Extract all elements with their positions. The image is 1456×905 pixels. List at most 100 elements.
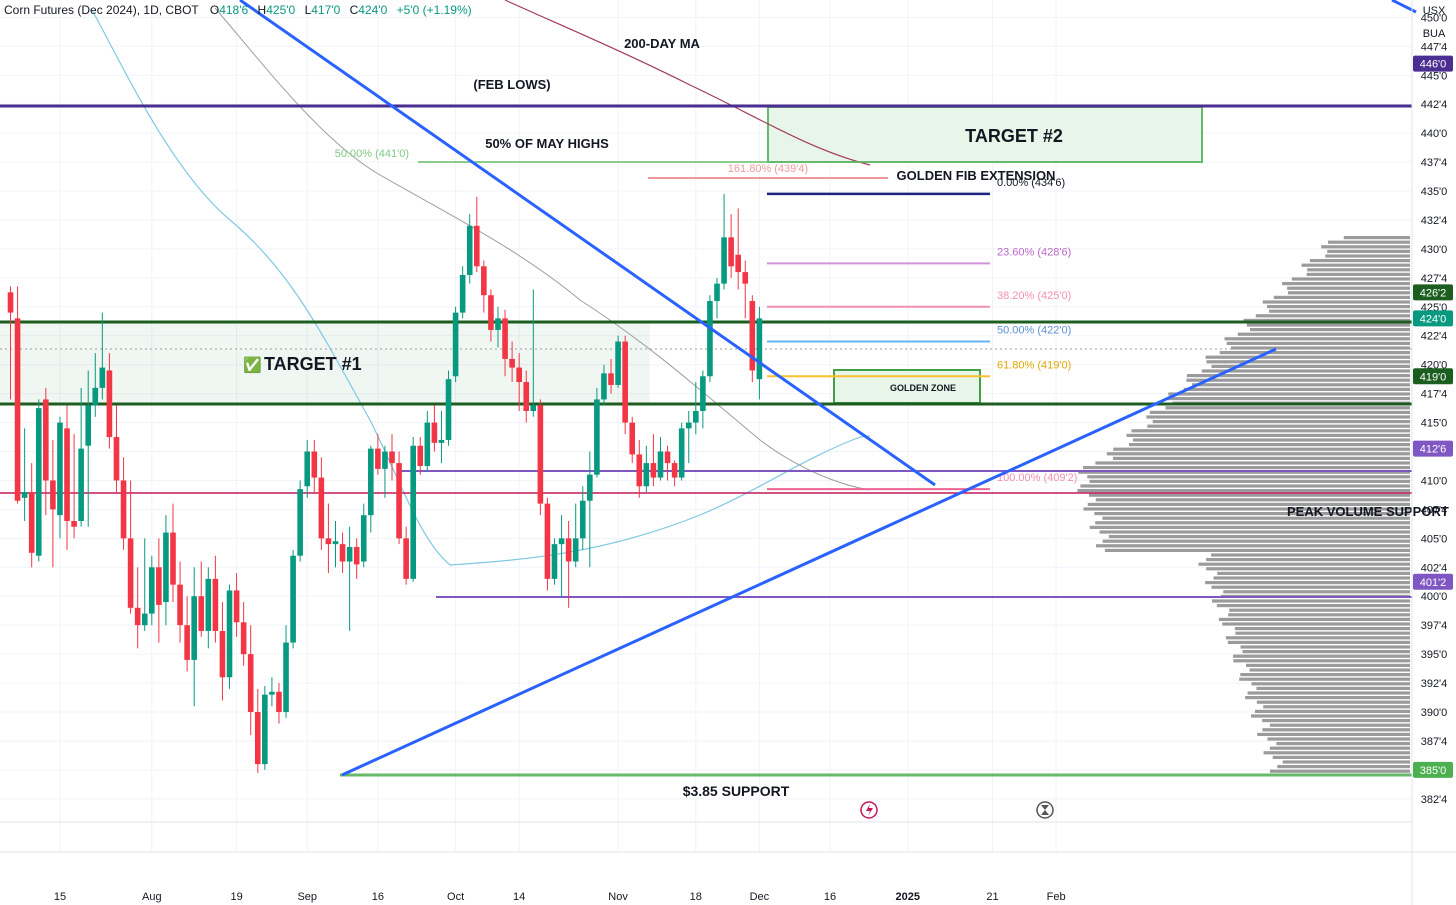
- volume-bar: [1237, 332, 1410, 336]
- candle-body: [615, 341, 621, 385]
- candle-body: [693, 411, 699, 423]
- candle-body: [502, 318, 508, 359]
- dividend-event-icon[interactable]: [860, 801, 878, 819]
- candle-body: [410, 445, 417, 579]
- candle-body: [276, 691, 282, 713]
- volume-bar: [1257, 732, 1410, 736]
- volume-bar: [1206, 558, 1410, 562]
- price-tick-label: 430'0: [1421, 244, 1448, 256]
- candle-body: [325, 538, 332, 545]
- price-tick-label: 440'0: [1421, 128, 1448, 140]
- volume-bar: [1307, 268, 1410, 272]
- candle-body: [297, 489, 303, 556]
- price-tick-label: 387'4: [1421, 736, 1448, 748]
- candle-body: [170, 532, 176, 585]
- volume-bar: [1273, 295, 1410, 299]
- price-scale[interactable]: 450'0 447'4 445'0 442'4 440'0 437'4 435'0 432'4…: [1421, 12, 1448, 805]
- candle-body: [262, 694, 268, 765]
- candle-body: [558, 538, 565, 545]
- time-tick-label: 16: [824, 891, 836, 903]
- candle-body: [452, 312, 459, 377]
- time-tick-label: 15: [54, 891, 66, 903]
- volume-bar: [1217, 571, 1410, 575]
- volume-bar: [1233, 654, 1410, 658]
- time-scale[interactable]: 15 Aug 19 Sep 16 Oct 14 Nov 18 Dec 16 2025 21 Feb: [54, 891, 1066, 903]
- candle-body: [71, 520, 77, 527]
- volume-bar: [1325, 254, 1410, 258]
- volume-bar: [1089, 493, 1410, 497]
- candle-body: [728, 237, 734, 267]
- candle-body: [332, 541, 339, 545]
- candle-body: [184, 625, 190, 660]
- target1-label: TARGET #1: [264, 354, 362, 374]
- volume-bar: [1183, 387, 1410, 391]
- golden-zone-label: GOLDEN ZONE: [890, 383, 956, 393]
- price-badge: [1413, 368, 1453, 385]
- candle-body: [233, 590, 240, 623]
- candle-body: [21, 492, 28, 498]
- volume-bar: [1099, 530, 1410, 534]
- volume-bar: [1343, 236, 1410, 240]
- volume-bar: [1255, 314, 1410, 318]
- volume-bar: [1266, 305, 1410, 309]
- uptrend-line[interactable]: [341, 347, 1277, 777]
- price-tick-label: 432'4: [1421, 215, 1448, 227]
- candle-body: [283, 642, 289, 713]
- hourglass-event-icon[interactable]: [1036, 801, 1054, 819]
- candle-body: [382, 451, 388, 469]
- candle-body: [389, 451, 395, 464]
- volume-bar: [1211, 553, 1410, 557]
- candle-body: [368, 448, 374, 516]
- candle-body: [749, 301, 756, 371]
- volume-bar: [1269, 746, 1410, 750]
- candle-body: [516, 367, 522, 383]
- candle-body: [163, 532, 169, 603]
- candle-body: [403, 538, 409, 579]
- candle-body: [579, 500, 586, 539]
- symbol-title: Corn Futures (Dec 2024), 1D, CBOT: [4, 3, 199, 17]
- volume-bar: [1229, 608, 1410, 612]
- candle-body: [134, 607, 141, 626]
- currency-label[interactable]: USX: [1423, 5, 1446, 17]
- time-tick-label: 14: [513, 891, 525, 903]
- price-tick-label: 427'4: [1421, 273, 1448, 285]
- price-tick-label: 382'4: [1421, 794, 1448, 806]
- candle-body: [643, 463, 650, 487]
- volume-bar: [1165, 406, 1410, 410]
- unit-label[interactable]: BUA: [1423, 28, 1446, 40]
- volume-bar: [1192, 383, 1410, 387]
- price-tick-label: 442'4: [1421, 99, 1448, 111]
- volume-bar: [1131, 429, 1410, 433]
- time-tick-label: 18: [690, 891, 702, 903]
- candle-body: [64, 428, 70, 521]
- price-tick-label: 400'0: [1421, 591, 1448, 603]
- volume-bar: [1211, 599, 1410, 603]
- fib-label-4: 61.80% (419'0): [997, 359, 1071, 371]
- volume-bar: [1106, 452, 1410, 456]
- candle-body: [191, 596, 197, 660]
- volume-bar: [1242, 650, 1410, 654]
- price-tick-label: 402'4: [1421, 562, 1448, 574]
- fib-label-1: 23.60% (428'6): [997, 246, 1071, 258]
- fib-label-2: 38.20% (425'0): [997, 290, 1071, 302]
- volume-bar: [1276, 742, 1410, 746]
- support-label: $3.85 SUPPORT: [683, 783, 790, 799]
- candle-body: [149, 567, 155, 614]
- price-tick-label: 390'0: [1421, 707, 1448, 719]
- peak-volume-label: PEAK VOLUME SUPPORT: [1287, 504, 1449, 519]
- volume-bar: [1243, 318, 1410, 322]
- ma200-line: [504, 0, 871, 166]
- candle-body: [509, 358, 515, 368]
- volume-bar: [1149, 410, 1410, 414]
- volume-bar: [1240, 645, 1410, 649]
- downtrend-line[interactable]: [239, 0, 936, 487]
- candle-body: [205, 578, 212, 631]
- price-badge-label: 446'0: [1420, 59, 1447, 71]
- volume-bar: [1218, 617, 1410, 621]
- candle-body: [551, 544, 558, 579]
- price-tick-label: 435'0: [1421, 186, 1448, 198]
- candle-body: [14, 318, 21, 501]
- candle-body: [594, 399, 600, 475]
- price-badge: [1413, 573, 1453, 590]
